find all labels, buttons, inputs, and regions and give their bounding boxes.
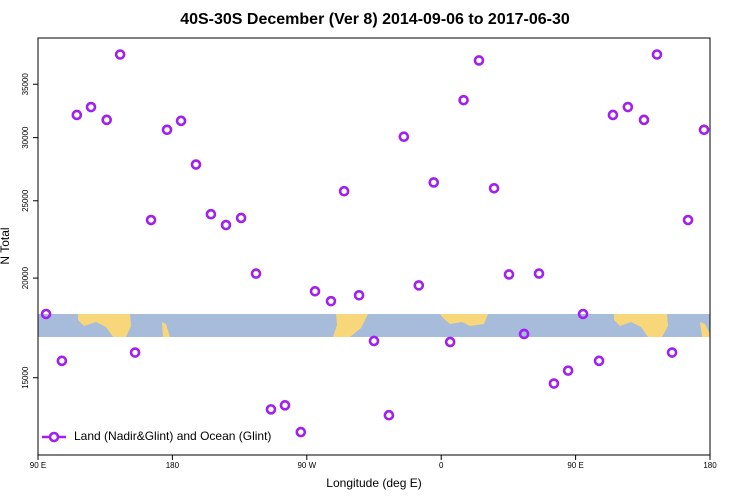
- point: [40, 308, 52, 320]
- point: [651, 49, 663, 60]
- point: [129, 347, 141, 358]
- point: [593, 355, 605, 367]
- x-tick-label: 180: [703, 461, 717, 470]
- point: [368, 335, 380, 347]
- point: [309, 286, 321, 297]
- point: [607, 109, 619, 121]
- point: [101, 114, 112, 126]
- plot-frame: [37, 37, 711, 456]
- x-axis-label: Longitude (deg E): [326, 476, 421, 490]
- point: [698, 124, 710, 136]
- point: [518, 328, 530, 340]
- point: [250, 268, 262, 279]
- point: [458, 94, 469, 106]
- point: [190, 159, 202, 170]
- point: [85, 101, 97, 113]
- y-tick-label: 25000: [21, 189, 30, 212]
- point: [205, 208, 217, 220]
- point: [577, 308, 589, 320]
- point: [622, 101, 634, 113]
- point: [114, 49, 126, 60]
- x-tick-label: 90 W: [297, 461, 316, 470]
- point: [383, 409, 395, 421]
- point: [444, 336, 456, 348]
- chart-title: 40S-30S December (Ver 8) 2014-09-06 to 2…: [180, 11, 570, 28]
- point: [325, 295, 337, 307]
- y-tick-label: 15000: [21, 366, 30, 389]
- point: [56, 355, 68, 367]
- y-axis-label: N Total: [0, 227, 12, 264]
- x-tick-label: 0: [439, 461, 444, 470]
- point: [265, 404, 277, 415]
- point: [473, 55, 485, 66]
- point: [220, 219, 232, 231]
- legend-label: Land (Nadir&Glint) and Ocean (Glint): [74, 429, 271, 443]
- point: [428, 177, 440, 188]
- point: [666, 347, 678, 358]
- point: [562, 365, 574, 376]
- point: [398, 131, 410, 143]
- point: [175, 115, 187, 127]
- point: [413, 280, 425, 291]
- x-tick-label: 90 E: [567, 461, 583, 470]
- point: [353, 289, 365, 301]
- point: [533, 268, 545, 279]
- point: [682, 214, 694, 226]
- point: [235, 212, 247, 224]
- point: [71, 109, 83, 121]
- x-tick-label: 180: [166, 461, 180, 470]
- point: [503, 269, 515, 280]
- legend-marker: [48, 431, 60, 443]
- point: [161, 124, 173, 136]
- point: [338, 185, 350, 197]
- point: [488, 182, 500, 194]
- y-tick-label: 20000: [21, 266, 30, 289]
- x-tick-label: 90 E: [30, 461, 46, 470]
- y-tick-label: 30000: [21, 126, 30, 149]
- point: [279, 400, 291, 411]
- point: [638, 114, 650, 126]
- point: [145, 214, 157, 226]
- y-tick-label: 35000: [21, 73, 30, 96]
- point: [295, 426, 307, 438]
- point: [548, 378, 560, 389]
- map-band: [38, 314, 710, 337]
